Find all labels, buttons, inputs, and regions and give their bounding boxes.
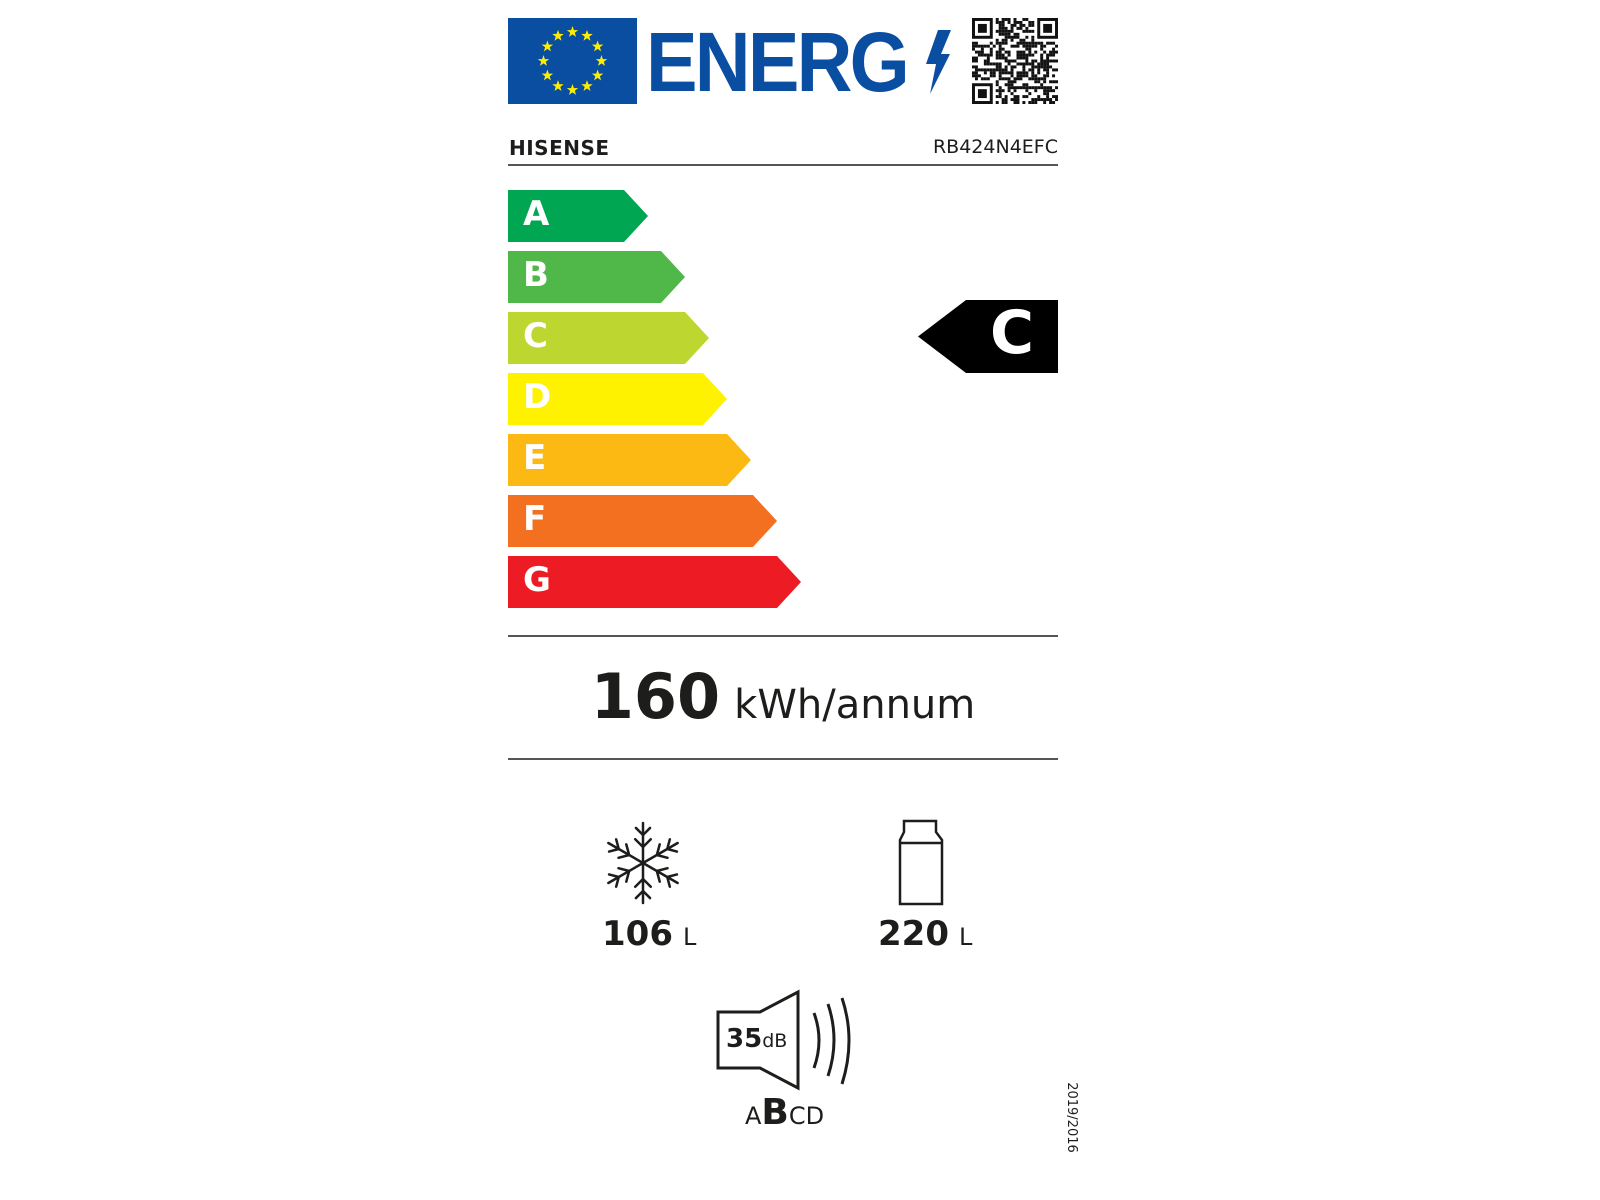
energy-class-label: E [523,438,547,478]
divider [508,164,1058,166]
qr-code[interactable] [972,18,1058,104]
energy-logo: ENERG [646,15,910,109]
lightning-icon [926,30,951,94]
brand-name: HISENSE [509,136,610,160]
noise-class: ABCD [745,1092,825,1133]
energy-class-label: A [523,194,550,234]
energy-class-label: D [523,377,552,417]
speaker-icon [716,989,851,1091]
energy-class-bar-c: C [508,312,709,364]
freezer-volume: 106 L [602,914,697,954]
noise-level: 35dB [726,1024,788,1054]
consumption-unit: kWh/annum [734,682,976,728]
consumption-value: 160 [590,660,721,733]
divider [508,758,1058,760]
energy-class-label: C [523,316,548,356]
divider [508,635,1058,637]
fridge-volume: 220 L [878,914,973,954]
snowflake-icon [607,821,679,905]
energy-class-bar-b: B [508,251,685,303]
energy-class-bar-f: F [508,495,777,547]
energy-class-bar-g: G [508,556,801,608]
energy-class-bar-e: E [508,434,751,486]
rating-class: C [990,298,1035,368]
energy-class-label: F [523,499,547,539]
energy-consumption: 160 kWh/annum [508,660,1058,733]
regulation-number: 2019/2016 [1063,1082,1079,1153]
eu-flag [508,18,637,104]
model-number: RB424N4EFC [932,136,1058,158]
energy-class-label: B [523,255,549,295]
bottle-icon [898,819,944,906]
energy-class-bar-a: A [508,190,648,242]
rating-arrow [918,300,1058,373]
eu-stars-icon [537,26,608,95]
energy-class-bar-d: D [508,373,727,425]
energy-class-label: G [523,560,551,600]
